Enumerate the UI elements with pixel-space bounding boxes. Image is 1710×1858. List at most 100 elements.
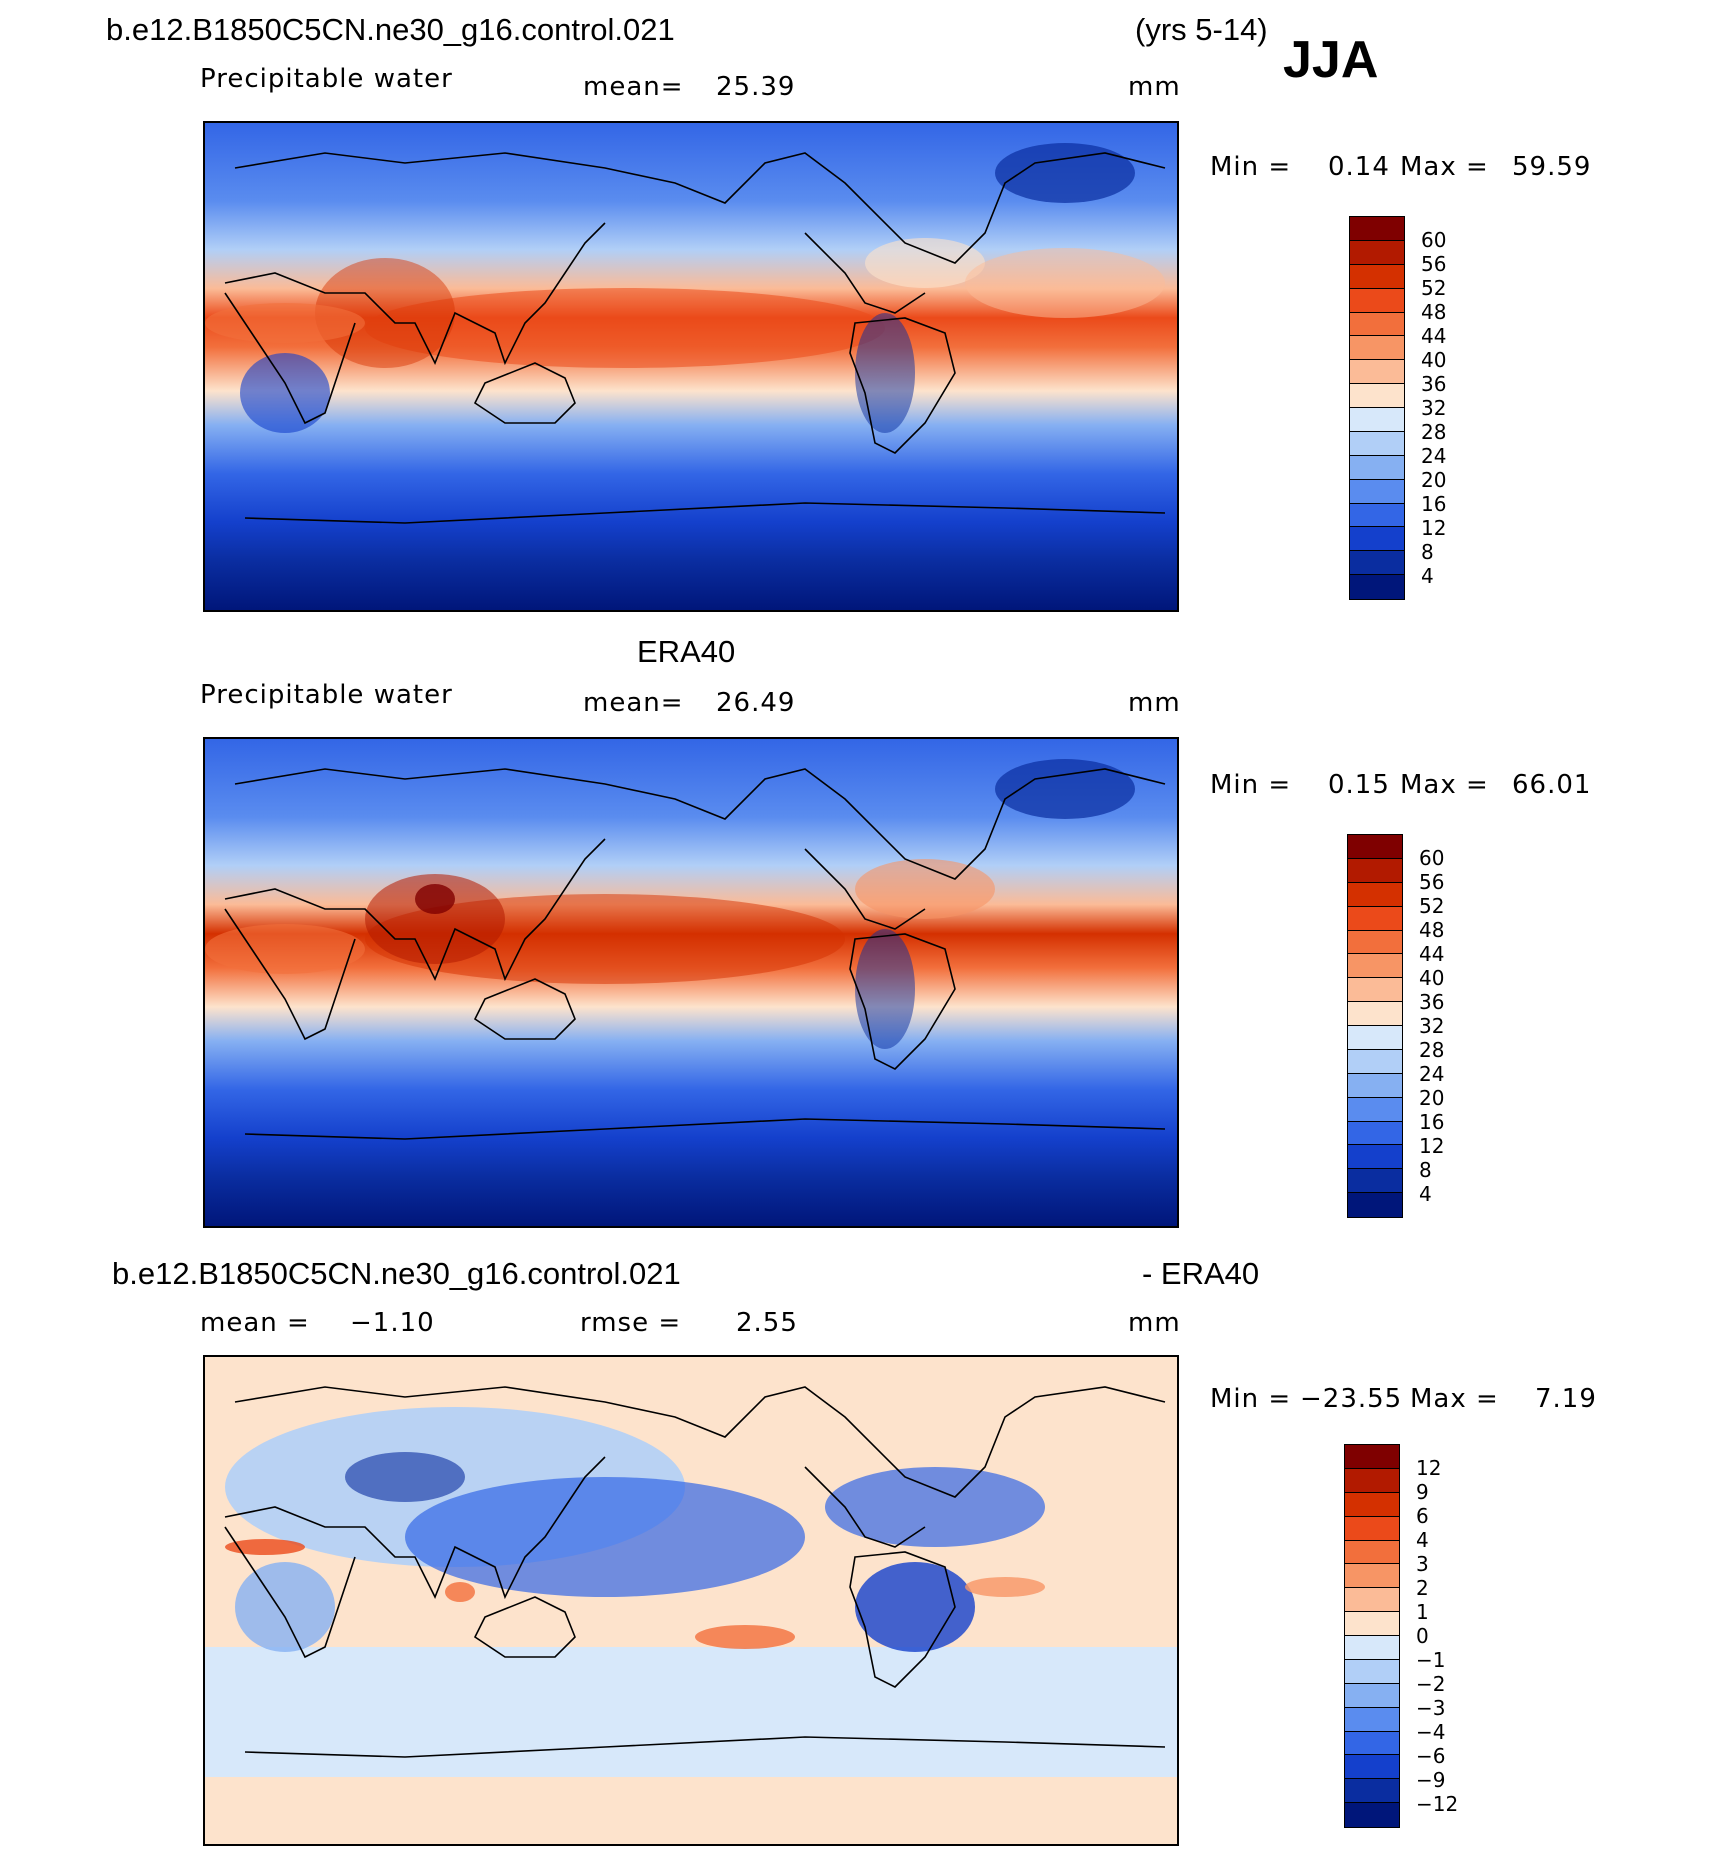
colorbar-tick-label: 16 [1421,492,1447,516]
colorbar-tick-label: 60 [1421,228,1447,252]
colorbar-tick-label: −4 [1416,1720,1446,1744]
colorbar-swatch [1350,360,1404,385]
colorbar-swatch [1350,527,1404,552]
panel1-variable: Precipitable water [200,64,453,94]
colorbar-tick-label: 4 [1419,1182,1432,1206]
panel2-min-value: 0.15 [1328,770,1390,800]
colorbar-swatch [1350,384,1404,408]
colorbar-tick-label: −3 [1416,1696,1446,1720]
season-label: JJA [1283,31,1379,89]
colorbar-tick-label: −6 [1416,1744,1446,1768]
colorbar-tick-label: 24 [1419,1062,1445,1086]
colorbar-tick-label: 36 [1419,990,1445,1014]
colorbar-swatch [1350,551,1404,576]
colorbar-tick-label: 48 [1421,300,1447,324]
colorbar-tick-label: 4 [1421,564,1434,588]
panel2-mean-value: 26.49 [716,688,796,718]
colorbar-swatch [1348,906,1402,931]
colorbar-tick-label: 28 [1419,1038,1445,1062]
colorbar-swatch [1348,1026,1402,1050]
panel1-mean-value: 25.39 [716,72,796,102]
panel1-max-value: 59.59 [1512,152,1592,182]
colorbar-tick-label: −9 [1416,1768,1446,1792]
colorbar-swatch [1350,312,1404,337]
panel1-model-map [203,121,1179,612]
colorbar-tick-label: 20 [1421,468,1447,492]
colorbar-tick-label: 36 [1421,372,1447,396]
colorbar-tick-label: −2 [1416,1672,1446,1696]
colorbar-swatch [1348,1049,1402,1074]
colorbar-tick-label: 20 [1419,1086,1445,1110]
colorbar-tick-label: 6 [1416,1504,1429,1528]
colorbar-tick-label: 8 [1419,1158,1432,1182]
colorbar-tick-label: 12 [1419,1134,1445,1158]
colorbar-tick-label: 4 [1416,1528,1429,1552]
colorbar-swatch [1348,1121,1402,1146]
panel2-mean-label: mean= [583,688,684,718]
colorbar-tick-label: 12 [1416,1456,1442,1480]
panel3-rmse-label: rmse = [580,1308,682,1338]
colorbar-tick-label: 1 [1416,1600,1429,1624]
colorbar-tick-label: −12 [1416,1792,1459,1816]
colorbar-swatch [1350,479,1404,504]
panel2-max-value: 66.01 [1512,770,1592,800]
colorbar-tick-label: 56 [1421,252,1447,276]
panel1-min-value: 0.14 [1328,152,1390,182]
panel2-title: ERA40 [637,634,736,669]
panel2-era40-map [203,737,1179,1228]
colorbar-swatch [1345,1636,1399,1660]
panel2-colorbar [1347,834,1403,1218]
colorbar-swatch [1348,978,1402,1003]
colorbar-swatch [1345,1445,1399,1469]
colorbar-swatch [1345,1755,1399,1780]
colorbar-tick-label: 32 [1421,396,1447,420]
colorbar-swatch [1348,1145,1402,1170]
panel3-max-label: Max = [1410,1384,1499,1414]
panel1-mean-label: mean= [583,72,684,102]
panel3-difference-map [203,1355,1179,1846]
colorbar-tick-label: 52 [1419,894,1445,918]
colorbar-swatch [1348,1097,1402,1122]
colorbar-tick-label: 24 [1421,444,1447,468]
colorbar-tick-label: 44 [1421,324,1447,348]
colorbar-tick-label: 60 [1419,846,1445,870]
colorbar-swatch [1350,408,1404,432]
colorbar-swatch [1348,1193,1402,1217]
colorbar-swatch [1348,882,1402,907]
colorbar-swatch [1348,1073,1402,1098]
colorbar-swatch [1345,1468,1399,1493]
colorbar-tick-label: 40 [1419,966,1445,990]
colorbar-tick-label: 3 [1416,1552,1429,1576]
colorbar-tick-label: 28 [1421,420,1447,444]
colorbar-tick-label: 2 [1416,1576,1429,1600]
panel1-units: mm [1128,72,1181,102]
colorbar-tick-label: 48 [1419,918,1445,942]
colorbar-swatch [1345,1707,1399,1732]
panel2-variable: Precipitable water [200,680,453,710]
colorbar-swatch [1345,1492,1399,1517]
colorbar-tick-label: 56 [1419,870,1445,894]
colorbar-swatch [1345,1612,1399,1636]
colorbar-swatch [1350,217,1404,241]
colorbar-tick-label: 12 [1421,516,1447,540]
colorbar-swatch [1350,264,1404,289]
colorbar-swatch [1345,1683,1399,1708]
colorbar-tick-label: 8 [1421,540,1434,564]
colorbar-tick-label: 40 [1421,348,1447,372]
colorbar-swatch [1345,1564,1399,1589]
panel3-mean-value: −1.10 [350,1308,435,1338]
colorbar-swatch [1345,1516,1399,1541]
colorbar-swatch [1345,1540,1399,1565]
panel1-min-label: Min = [1210,152,1292,182]
colorbar-tick-label: 0 [1416,1624,1429,1648]
colorbar-tick-label: 52 [1421,276,1447,300]
colorbar-swatch [1350,503,1404,528]
colorbar-swatch [1348,858,1402,883]
panel1-max-label: Max = [1400,152,1489,182]
panel3-units: mm [1128,1308,1181,1338]
colorbar-tick-label: 9 [1416,1480,1429,1504]
panel3-mean-label: mean = [200,1308,310,1338]
panel3-rmse-value: 2.55 [736,1308,798,1338]
colorbar-swatch [1350,575,1404,599]
panel3-title-left: b.e12.B1850C5CN.ne30_g16.control.021 [112,1256,681,1291]
